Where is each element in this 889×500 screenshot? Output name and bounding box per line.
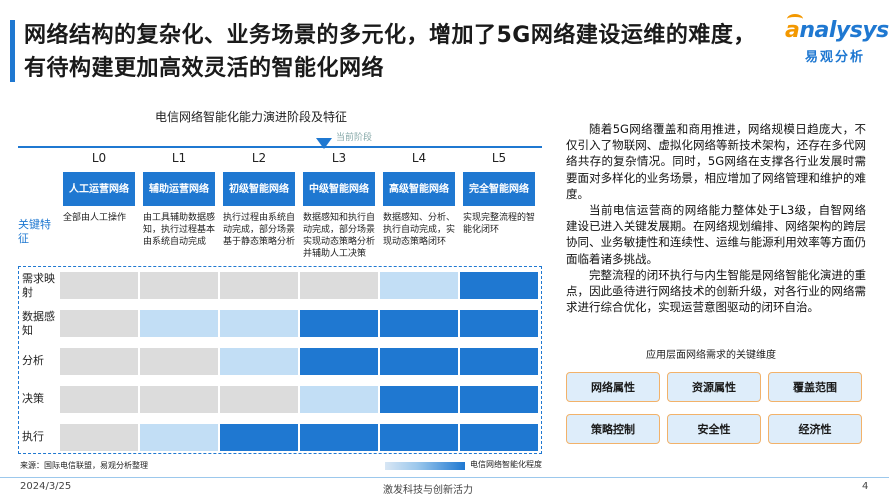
matrix-cell xyxy=(460,272,538,299)
matrix-row-label: 需求映射 xyxy=(22,272,55,299)
dimension-box: 资源属性 xyxy=(667,372,761,402)
level-label: L5 xyxy=(491,151,507,165)
matrix-cell xyxy=(60,272,138,299)
matrix-cell xyxy=(300,272,378,299)
matrix-cell xyxy=(140,348,218,375)
capability-box: 高级智能网络 xyxy=(383,172,455,206)
matrix-cell xyxy=(300,386,378,413)
feature-text: 全部由人工操作 xyxy=(63,213,127,223)
matrix-row-label: 决策 xyxy=(22,392,44,405)
footer-tagline: 激发科技与创新活力 xyxy=(383,485,473,496)
analysys-logo: analysys 易观分析 xyxy=(785,14,889,68)
level-label: L4 xyxy=(411,151,427,165)
dimension-box: 经济性 xyxy=(768,414,862,444)
dimension-box: 网络属性 xyxy=(566,372,660,402)
dimension-box: 策略控制 xyxy=(566,414,660,444)
matrix-cell xyxy=(380,348,458,375)
stage-timeline xyxy=(18,146,542,148)
feature-text: 由工具辅助数据感知，执行过程基本由系统自动完成 xyxy=(143,213,216,247)
capability-box: 辅助运营网络 xyxy=(143,172,215,206)
feature-text: 数据感知、分析、执行自动完成，实现动态策略闭环 xyxy=(383,213,456,247)
logo-subtitle: 易观分析 xyxy=(805,50,866,65)
dimensions-title: 应用层面网络需求的关键维度 xyxy=(646,350,776,361)
matrix-cell xyxy=(60,348,138,375)
matrix-cell xyxy=(140,310,218,337)
current-stage-marker-icon xyxy=(316,138,332,149)
feature-text: 执行过程由系统自动完成，部分场景基于静态策略分析 xyxy=(223,213,296,247)
matrix-row-label: 分析 xyxy=(22,354,44,367)
footer-divider xyxy=(0,477,889,478)
matrix-cell xyxy=(380,272,458,299)
matrix-cell xyxy=(300,424,378,451)
footer-date: 2024/3/25 xyxy=(20,481,72,492)
capability-matrix xyxy=(18,266,542,454)
matrix-cell xyxy=(380,386,458,413)
source-note: 来源：国际电信联盟，易观分析整理 xyxy=(20,461,148,470)
matrix-cell xyxy=(220,386,298,413)
matrix-cell xyxy=(220,272,298,299)
dimension-box: 覆盖范围 xyxy=(768,372,862,402)
capability-box: 中级智能网络 xyxy=(303,172,375,206)
matrix-cell xyxy=(460,424,538,451)
capability-box: 人工运营网络 xyxy=(63,172,135,206)
chart-title: 电信网络智能化能力演进阶段及特征 xyxy=(155,110,348,124)
matrix-cell xyxy=(140,386,218,413)
capability-box: 完全智能网络 xyxy=(463,172,535,206)
feature-text: 实现完整流程的智能化闭环 xyxy=(463,213,536,235)
logo-arc-icon xyxy=(787,14,803,24)
matrix-cell xyxy=(460,386,538,413)
matrix-cell xyxy=(60,310,138,337)
dimension-box: 安全性 xyxy=(667,414,761,444)
level-label: L0 xyxy=(91,151,107,165)
page-number: 4 xyxy=(862,481,869,492)
current-stage-label: 当前阶段 xyxy=(336,133,373,143)
matrix-row-label: 执行 xyxy=(22,430,44,443)
matrix-cell xyxy=(60,424,138,451)
matrix-cell xyxy=(300,348,378,375)
matrix-cell xyxy=(220,348,298,375)
matrix-cell xyxy=(380,424,458,451)
title-accent-bar xyxy=(10,20,15,82)
feature-text: 数据感知和执行自动完成，部分场景实现动态策略分析并辅助人工决策 xyxy=(303,213,376,259)
body-text: 随着5G网络覆盖和商用推进，网络规模日趋庞大，不仅引入了物联网、虚拟化网络等新技… xyxy=(566,121,866,315)
matrix-cell xyxy=(140,424,218,451)
matrix-cell xyxy=(60,386,138,413)
level-label: L3 xyxy=(331,151,347,165)
level-label: L1 xyxy=(171,151,187,165)
feature-label: 关键特征 xyxy=(18,218,51,245)
matrix-cell xyxy=(460,310,538,337)
level-label: L2 xyxy=(251,151,267,165)
matrix-cell xyxy=(140,272,218,299)
matrix-row-label: 数据感知 xyxy=(22,310,55,337)
body-paragraph: 完整流程的闭环执行与内生智能是网络智能化演进的重点，因此亟待进行网络技术的创新升… xyxy=(566,267,866,315)
matrix-cell xyxy=(300,310,378,337)
body-paragraph: 随着5G网络覆盖和商用推进，网络规模日趋庞大，不仅引入了物联网、虚拟化网络等新技… xyxy=(566,122,866,201)
matrix-cell xyxy=(460,348,538,375)
matrix-cell xyxy=(220,424,298,451)
logo-wordmark: analysys xyxy=(785,18,889,43)
capability-box: 初级智能网络 xyxy=(223,172,295,206)
legend-gradient xyxy=(385,462,465,470)
matrix-cell xyxy=(220,310,298,337)
body-paragraph: 当前电信运营商的网络能力整体处于L3级，自智网络建设已进入关键发展期。在网络规划… xyxy=(566,203,866,266)
page-title: 网络结构的复杂化、业务场景的多元化，增加了5G网络建设运维的难度，有待构建更加高… xyxy=(24,23,756,81)
legend-label: 电信网络智能化程度 xyxy=(470,460,542,469)
matrix-cell xyxy=(380,310,458,337)
